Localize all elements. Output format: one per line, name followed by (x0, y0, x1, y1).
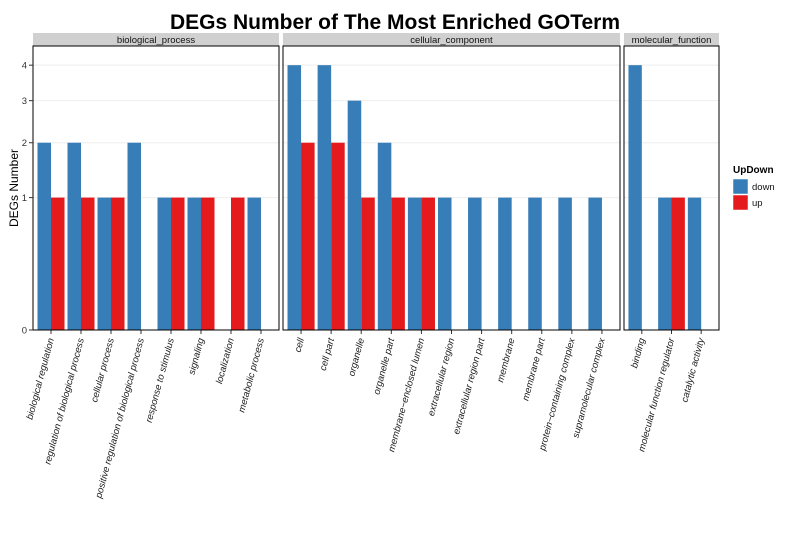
bar-up (81, 197, 95, 330)
bar-down (528, 197, 542, 330)
x-tick-label: membrane part (520, 337, 547, 402)
x-tick-label: localization (214, 337, 237, 385)
facet-strip (624, 33, 719, 46)
bar-up (331, 142, 345, 330)
bar-up (391, 197, 405, 330)
bar-down (187, 197, 201, 330)
panel-border (623, 45, 720, 331)
bar-down (437, 197, 452, 330)
facet-strip (33, 33, 279, 46)
x-tick-label: cell part (318, 337, 337, 372)
legend-swatch-down (732, 178, 749, 195)
legend-title: UpDown (733, 165, 774, 176)
legend-label-down: down (752, 182, 775, 193)
bar-up (361, 197, 375, 330)
x-tick-label: catalytic activity (679, 336, 707, 404)
facet-strip-label: biological_process (117, 35, 195, 46)
x-tick-label: organelle part (372, 337, 398, 396)
facet-strip (283, 33, 620, 46)
bar-down (127, 142, 141, 330)
panel-border (32, 45, 280, 331)
legend: UpDown down up (732, 165, 775, 211)
facet-strip-label: molecular_function (632, 35, 712, 46)
y-tick-label: 4 (22, 61, 27, 72)
bar-down (628, 65, 642, 330)
y-tick-label: 0 (22, 326, 27, 337)
x-tick-label: response to stimulus (144, 337, 177, 424)
x-tick-label: supramolecular complex (571, 336, 609, 440)
bar-down (558, 197, 572, 330)
bar-down (407, 197, 422, 330)
facet-strip-label: cellular_component (410, 35, 493, 46)
bar-down (468, 197, 482, 330)
x-tick-label: membrane (495, 337, 517, 384)
panel-border (282, 45, 621, 331)
x-tick-label: cell (293, 336, 308, 353)
x-tick-label: signaling (187, 336, 208, 376)
bar-down (67, 142, 81, 330)
bar-down (287, 65, 302, 330)
bar-down (37, 142, 51, 330)
y-tick-label: 3 (22, 96, 27, 107)
bar-down (687, 197, 702, 330)
bar-up (671, 197, 685, 330)
bar-down (588, 197, 602, 330)
x-tick-label: metabolic process (236, 337, 267, 414)
bar-up (201, 197, 215, 330)
y-axis-label: DEGs Number (7, 149, 21, 227)
bar-down (377, 142, 392, 330)
x-tick-label: extracellular region (426, 337, 457, 417)
chart-title: DEGs Number of The Most Enriched GOTerm (170, 11, 620, 34)
bar-down (498, 197, 512, 330)
bar-down (247, 197, 261, 330)
x-tick-label: binding (629, 336, 648, 369)
x-tick-label: extracellular region part (451, 337, 487, 436)
bar-up (301, 142, 315, 330)
y-tick-label: 1 (22, 193, 27, 204)
bar-down (97, 197, 111, 330)
bar-down (347, 100, 362, 330)
bar-down (658, 197, 672, 330)
facet-biological_process: biological_process biological regulation r… (25, 33, 280, 500)
bar-down (157, 197, 171, 330)
x-tick-label: biological regulation (25, 337, 57, 421)
y-axis: 0 1 2 3 4 (22, 61, 33, 337)
bar-up (421, 197, 435, 330)
facet-panels: biological_process biological regulation r… (25, 33, 720, 500)
bar-up (231, 197, 245, 330)
x-tick-label: organelle (346, 337, 367, 378)
legend-label-up: up (752, 198, 763, 209)
y-tick-label: 2 (22, 138, 27, 149)
bar-down (317, 65, 332, 330)
bar-up (111, 197, 125, 330)
bar-up (51, 197, 65, 330)
x-tick-label: cellular process (89, 337, 117, 404)
legend-swatch-up (732, 194, 749, 211)
bar-up (171, 197, 185, 330)
